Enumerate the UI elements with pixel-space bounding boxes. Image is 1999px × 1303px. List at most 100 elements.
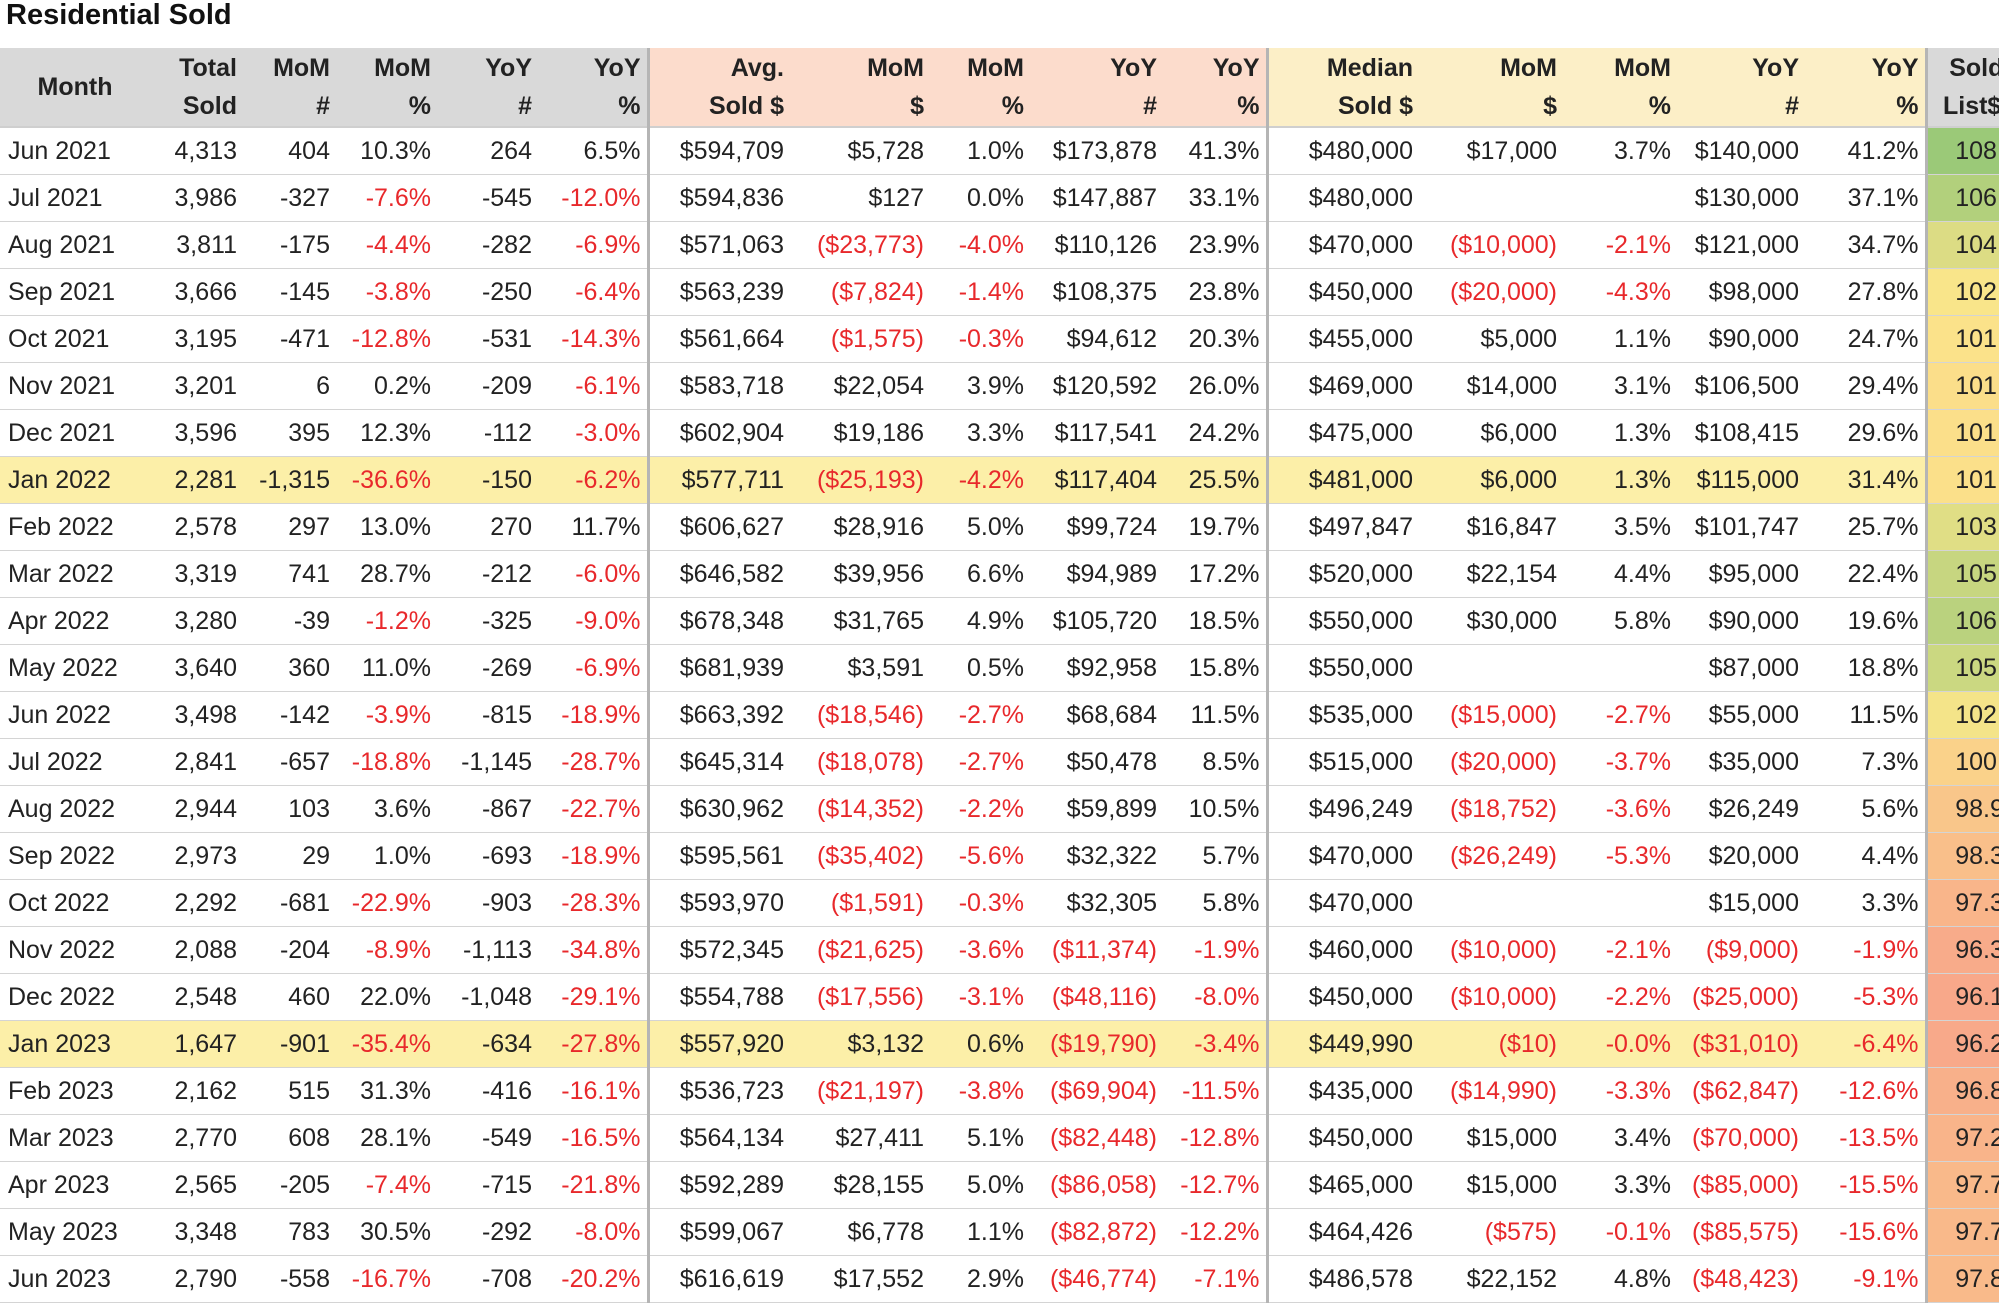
value-cell: -142 (243, 692, 336, 739)
sold-list-ratio-cell: 97.25% (1926, 1115, 1999, 1162)
value-cell: -250 (437, 269, 538, 316)
value-cell: -1.9% (1163, 927, 1267, 974)
column-header-0: Month (0, 48, 150, 127)
value-cell: -2.7% (930, 739, 1030, 786)
column-header-line1: Sold$/ (1934, 49, 1999, 87)
column-header-line2: # (443, 87, 532, 125)
value-cell: -327 (243, 175, 336, 222)
column-header-line2: % (1169, 87, 1260, 125)
value-cell: 5.0% (930, 504, 1030, 551)
column-header-line1: MoM (249, 49, 330, 87)
value-cell: $497,847 (1267, 504, 1419, 551)
column-header-line1: MoM (342, 49, 431, 87)
value-cell: $99,724 (1030, 504, 1163, 551)
value-cell: ($25,000) (1677, 974, 1805, 1021)
value-cell: $450,000 (1267, 1115, 1419, 1162)
value-cell: 23.8% (1163, 269, 1267, 316)
value-cell: 1.3% (1563, 410, 1677, 457)
value-cell: 1.1% (930, 1209, 1030, 1256)
value-cell: 2,088 (150, 927, 243, 974)
column-header-16: Sold$/List$ % (1926, 48, 1999, 127)
value-cell: -12.8% (1163, 1115, 1267, 1162)
value-cell: 22.4% (1805, 551, 1926, 598)
value-cell: -112 (437, 410, 538, 457)
value-cell: 8.5% (1163, 739, 1267, 786)
column-header-line2: % (1569, 87, 1671, 125)
value-cell: 6.6% (930, 551, 1030, 598)
month-cell: Jan 2023 (0, 1021, 150, 1068)
value-cell: -4.4% (336, 222, 437, 269)
value-cell: 3,666 (150, 269, 243, 316)
column-header-3: MoM% (336, 48, 437, 127)
value-cell: 4.4% (1563, 551, 1677, 598)
value-cell: 41.2% (1805, 127, 1926, 175)
column-header-line1: YoY (443, 49, 532, 87)
column-header-line2: List$ % (1934, 87, 1999, 125)
value-cell: $50,478 (1030, 739, 1163, 786)
value-cell: ($23,773) (790, 222, 930, 269)
value-cell: -3.6% (930, 927, 1030, 974)
value-cell: $108,375 (1030, 269, 1163, 316)
sold-list-ratio-cell: 96.36% (1926, 927, 1999, 974)
value-cell: -1.9% (1805, 927, 1926, 974)
sold-list-ratio-cell: 96.10% (1926, 974, 1999, 1021)
column-header-line1: YoY (1811, 49, 1919, 87)
value-cell: 3.3% (1805, 880, 1926, 927)
value-cell: -5.3% (1563, 833, 1677, 880)
value-cell: $515,000 (1267, 739, 1419, 786)
value-cell: 1.1% (1563, 316, 1677, 363)
value-cell: 0.0% (930, 175, 1030, 222)
value-cell: 3,498 (150, 692, 243, 739)
value-cell: $645,314 (648, 739, 790, 786)
month-cell: Feb 2022 (0, 504, 150, 551)
value-cell: ($1,575) (790, 316, 930, 363)
value-cell: 2,770 (150, 1115, 243, 1162)
value-cell: 360 (243, 645, 336, 692)
value-cell: $450,000 (1267, 269, 1419, 316)
column-header-line2: $ (1425, 87, 1557, 125)
value-cell: 297 (243, 504, 336, 551)
value-cell: 1.0% (336, 833, 437, 880)
value-cell: 19.6% (1805, 598, 1926, 645)
value-cell: $22,152 (1419, 1256, 1563, 1303)
value-cell: $571,063 (648, 222, 790, 269)
value-cell: ($35,402) (790, 833, 930, 880)
value-cell: 3.4% (1563, 1115, 1677, 1162)
column-header-line1: MoM (1569, 49, 1671, 87)
value-cell: $6,000 (1419, 457, 1563, 504)
value-cell: $577,711 (648, 457, 790, 504)
value-cell: -4.0% (930, 222, 1030, 269)
value-cell: -11.5% (1163, 1068, 1267, 1115)
value-cell: ($10) (1419, 1021, 1563, 1068)
value-cell: -12.0% (538, 175, 648, 222)
value-cell: 3,811 (150, 222, 243, 269)
sold-list-ratio-cell: 102.2% (1926, 269, 1999, 316)
value-cell: $557,920 (648, 1021, 790, 1068)
value-cell: -16.5% (538, 1115, 648, 1162)
value-cell: -657 (243, 739, 336, 786)
value-cell: 31.4% (1805, 457, 1926, 504)
value-cell: $101,747 (1677, 504, 1805, 551)
value-cell: 30.5% (336, 1209, 437, 1256)
value-cell: 28.1% (336, 1115, 437, 1162)
value-cell: 3,201 (150, 363, 243, 410)
value-cell: -6.4% (538, 269, 648, 316)
sold-list-ratio-cell: 96.85% (1926, 1068, 1999, 1115)
sold-list-ratio-cell: 103.7% (1926, 504, 1999, 551)
value-cell: $22,154 (1419, 551, 1563, 598)
sold-list-ratio-cell: 100.1% (1926, 739, 1999, 786)
value-cell: 11.5% (1163, 692, 1267, 739)
value-cell: $550,000 (1267, 645, 1419, 692)
value-cell: 3,319 (150, 551, 243, 598)
column-header-line1: YoY (1169, 49, 1260, 87)
value-cell: 10.5% (1163, 786, 1267, 833)
value-cell: 264 (437, 127, 538, 175)
